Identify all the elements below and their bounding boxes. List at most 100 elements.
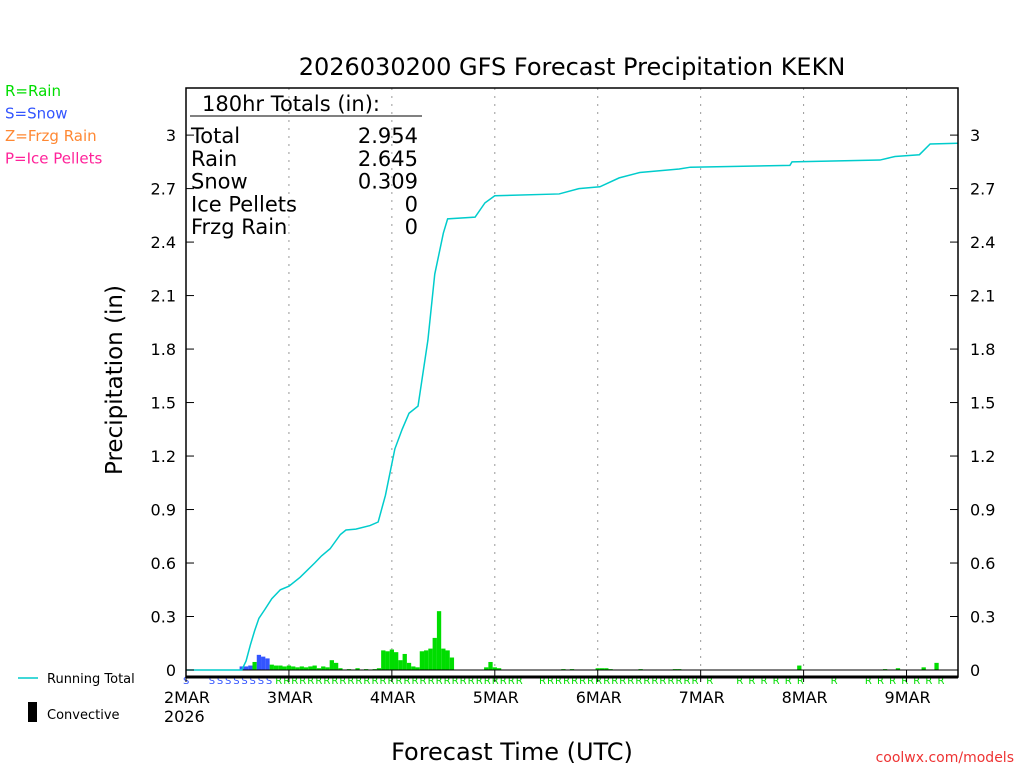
totals-value: 0: [405, 192, 418, 216]
y-tick-label-left: 1.8: [151, 340, 176, 359]
precip-bar: [921, 667, 926, 670]
precip-bar: [376, 668, 382, 670]
running-total-line: [186, 142, 959, 671]
precip-bar: [797, 665, 802, 670]
y-tick-label-right: 0.3: [970, 608, 995, 627]
totals-label: Rain: [191, 147, 237, 171]
precip-bar: [252, 661, 257, 670]
y-tick-label-left: 0.6: [151, 554, 176, 573]
precip-bar: [385, 651, 390, 670]
x-axis-label: Forecast Time (UTC): [391, 738, 633, 766]
precip-bar: [895, 668, 901, 670]
y-tick-label-left: 3: [166, 126, 176, 145]
totals-value: 2.645: [358, 147, 418, 171]
totals-box: 180hr Totals (in): Total 2.954 Rain 2.645 Sno…: [190, 92, 422, 239]
footer-credit: coolwx.com/models: [876, 750, 1014, 766]
x-tick-label: 8MAR: [782, 688, 828, 707]
y-tick-label-right: 2.1: [970, 287, 995, 306]
series-legend: Running Total Convective: [18, 672, 135, 723]
y-tick-label-right: 0.6: [970, 554, 995, 573]
precip-bar: [269, 664, 274, 670]
precip-bar: [308, 666, 313, 670]
precip-bar: [424, 650, 429, 670]
totals-value: 0: [405, 215, 418, 239]
y-axis: 0 00.3 0.30.6 0.60.9 0.91.2 1.21.5 1.51.8 1.82.…: [151, 126, 996, 680]
type-legend-item: Z=Frzg Rain: [5, 127, 97, 145]
precip-bar: [934, 662, 939, 670]
precip-bar: [441, 648, 446, 670]
totals-label: Ice Pellets: [191, 192, 297, 216]
x-tick-label: 6MAR: [576, 688, 622, 707]
precip-bar: [415, 667, 420, 670]
precip-bar: [445, 650, 450, 670]
y-tick-label-left: 0: [166, 661, 176, 680]
precip-bar: [243, 666, 249, 670]
precip-bar: [402, 653, 407, 670]
y-tick-label-right: 1.5: [970, 394, 995, 413]
precip-bar: [432, 637, 437, 670]
y-tick-label-right: 3: [970, 126, 980, 145]
precip-bar: [286, 665, 292, 670]
precip-bar: [398, 660, 403, 670]
totals-label: Snow: [191, 170, 248, 194]
precip-bar: [278, 665, 283, 670]
precip-bar: [355, 668, 360, 670]
precip-bar: [312, 665, 317, 670]
y-axis-label: Precipitation (in): [102, 285, 128, 475]
y-tick-label-right: 1.2: [970, 447, 995, 466]
totals-heading: 180hr Totals (in):: [202, 92, 380, 116]
precip-bar: [492, 667, 497, 670]
precip-bar: [329, 660, 334, 670]
y-tick-label-left: 2.7: [151, 180, 176, 199]
x-tick-label: 9MAR: [885, 688, 931, 707]
x-tick-label: 2MAR: [164, 688, 210, 707]
y-tick-label-left: 0.9: [151, 501, 176, 520]
precip-bar: [595, 668, 600, 670]
precip-bar: [411, 666, 416, 670]
precip-bar: [604, 668, 609, 670]
chart-title: 2026030200 GFS Forecast Precipitation KE…: [299, 53, 846, 81]
precip-bar: [488, 661, 493, 670]
precip-bar: [325, 667, 330, 670]
precip-bar: [406, 662, 412, 670]
precip-bar: [248, 665, 253, 670]
y-tick-label-left: 0.3: [151, 608, 176, 627]
bars: [239, 611, 939, 671]
x-tick-label: 3MAR: [267, 688, 313, 707]
precip-bar: [295, 667, 300, 670]
precip-bar: [261, 656, 266, 670]
precip-type-legend: R=Rain S=Snow Z=Frzg Rain P=Ice Pellets: [5, 82, 102, 168]
precip-bar: [321, 666, 326, 670]
y-tick-label-left: 2.1: [151, 287, 176, 306]
convective-swatch: [28, 702, 37, 722]
precip-bar: [428, 648, 433, 670]
totals-label: Frzg Rain: [191, 215, 287, 239]
y-tick-label-right: 0: [970, 661, 980, 680]
totals-value: 2.954: [358, 124, 418, 148]
precip-bar: [256, 654, 262, 670]
y-tick-label-right: 2.7: [970, 180, 995, 199]
precip-bar: [291, 666, 296, 670]
precip-bar: [316, 668, 322, 670]
precip-bar: [419, 651, 425, 670]
precip-bar: [599, 668, 605, 670]
x-tick-label: 5MAR: [473, 688, 519, 707]
precip-bar: [282, 666, 287, 670]
type-legend-item: P=Ice Pellets: [5, 150, 102, 168]
convective-legend-label: Convective: [47, 708, 120, 723]
precip-bar: [338, 668, 343, 670]
y-tick-label-left: 2.4: [151, 233, 176, 252]
totals-value: 0.309: [358, 170, 418, 194]
precip-bar: [389, 649, 395, 670]
type-marker: SSSSSSSS: [209, 676, 273, 687]
y-tick-label-right: 0.9: [970, 501, 995, 520]
precip-bar: [299, 666, 304, 670]
type-marker: R: [831, 676, 838, 687]
grid-lines: [288, 88, 908, 670]
type-marker: R: [706, 676, 713, 687]
precip-bar: [436, 611, 442, 670]
precip-bar: [394, 652, 399, 670]
